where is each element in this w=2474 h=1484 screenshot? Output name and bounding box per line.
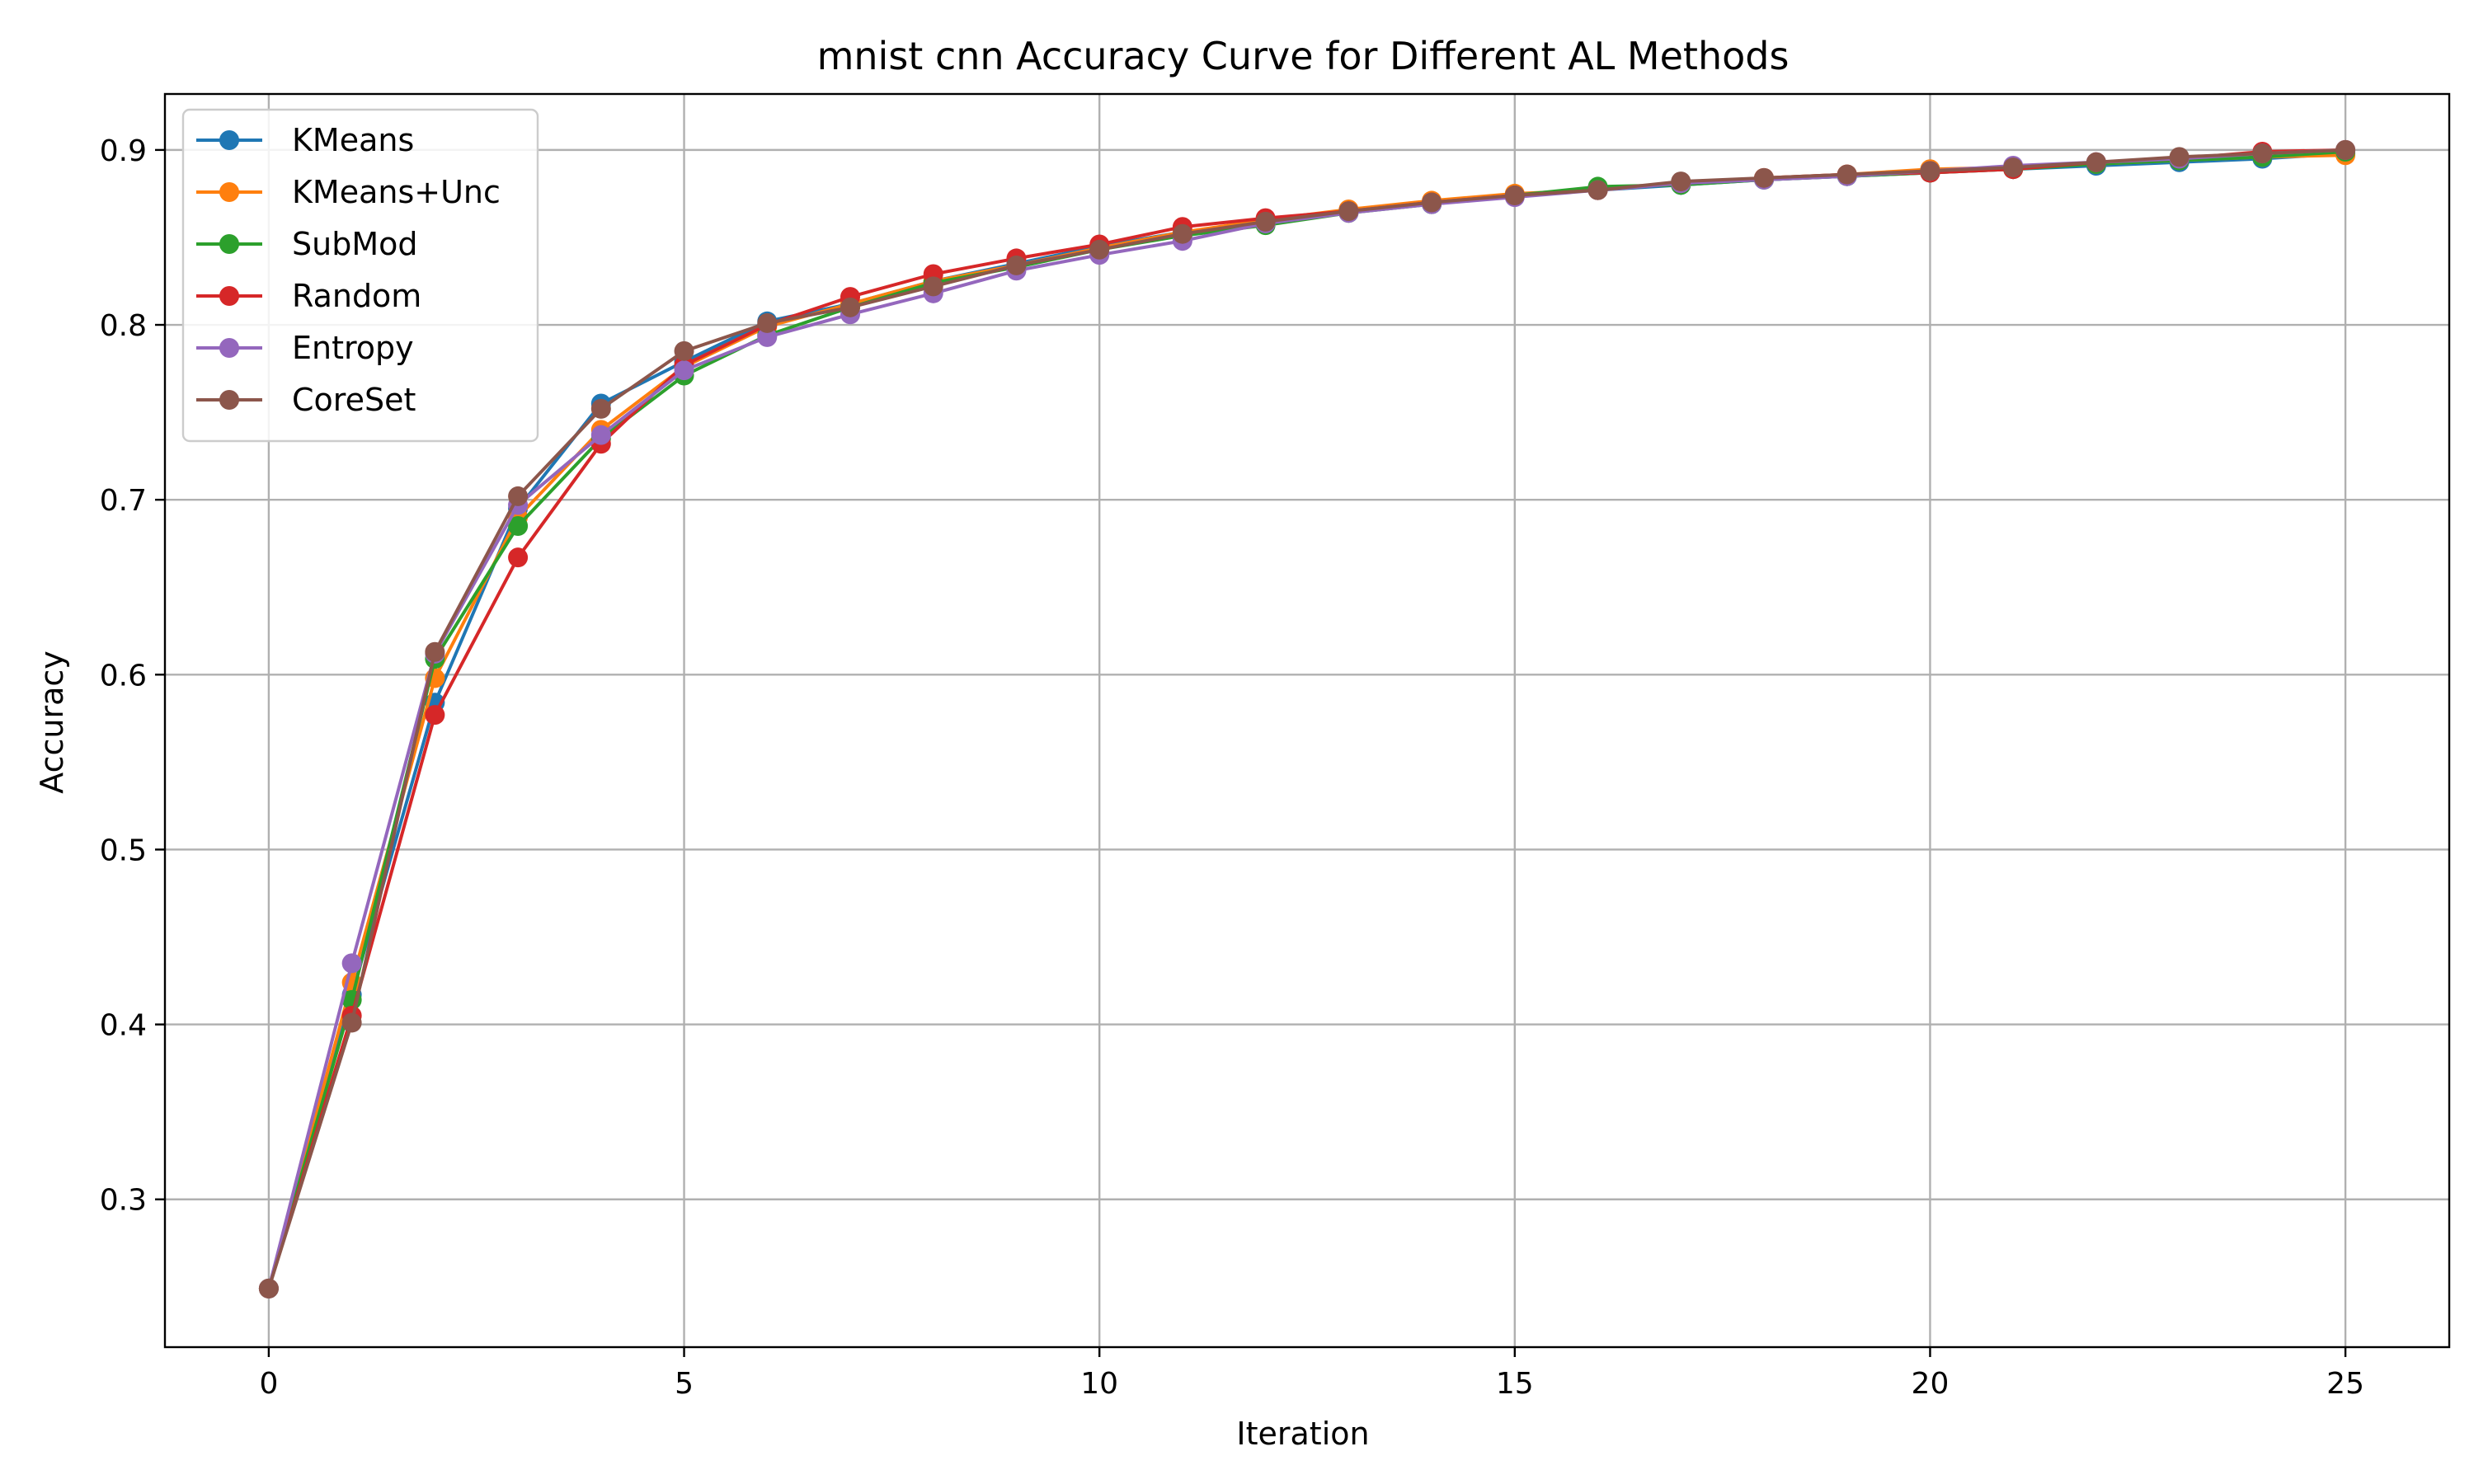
data-point-random <box>425 705 445 726</box>
grid-lines <box>165 94 2449 1347</box>
y-tick-label: 0.9 <box>100 134 147 168</box>
legend-label: CoreSet <box>292 382 416 418</box>
legend-item-submod: SubMod <box>196 226 417 262</box>
data-point-coreset <box>258 1278 279 1298</box>
data-point-entropy <box>590 425 611 445</box>
data-point-coreset <box>2169 147 2189 167</box>
y-tick-label: 0.6 <box>100 659 147 693</box>
data-point-coreset <box>1006 255 1027 275</box>
legend-swatch-marker <box>219 390 239 410</box>
legend-item-kmeans: KMeans <box>196 122 414 158</box>
data-point-coreset <box>2252 143 2273 164</box>
data-point-coreset <box>1837 164 1857 185</box>
series-line-coreset <box>267 148 2346 1289</box>
y-tick-label: 0.3 <box>100 1184 147 1218</box>
data-point-coreset <box>1338 201 1359 222</box>
data-point-coreset <box>1089 239 1110 260</box>
x-tick-label: 5 <box>675 1367 694 1401</box>
series-layer <box>258 139 2356 1298</box>
legend-label: Entropy <box>292 330 414 366</box>
legend-item-coreset: CoreSet <box>196 382 416 418</box>
data-point-entropy <box>757 326 778 347</box>
data-point-coreset <box>1422 192 1442 213</box>
legend-swatch-marker <box>219 286 239 306</box>
data-point-coreset <box>1754 167 1774 188</box>
legend-swatch-marker <box>219 130 239 150</box>
data-point-coreset <box>508 486 529 506</box>
data-point-entropy <box>674 360 694 381</box>
data-point-coreset <box>1504 186 1525 206</box>
y-tick-label: 0.7 <box>100 484 147 518</box>
x-axis-label: Iteration <box>1236 1416 1369 1452</box>
data-point-coreset <box>341 1012 362 1033</box>
data-point-coreset <box>2335 139 2356 160</box>
legend-box <box>181 108 539 443</box>
x-tick-label: 15 <box>1496 1367 1534 1401</box>
legend-swatch-marker <box>219 234 239 254</box>
legend: KMeans KMeans+Unc SubMod Random Entropy CoreS… <box>181 108 539 443</box>
data-point-coreset <box>2086 152 2106 172</box>
legend-item-entropy: Entropy <box>196 330 414 366</box>
y-tick-label: 0.8 <box>100 309 147 343</box>
data-point-coreset <box>590 398 611 419</box>
data-point-random <box>508 547 529 568</box>
data-point-coreset <box>1587 180 1608 200</box>
legend-swatch-marker <box>219 338 239 358</box>
data-point-coreset <box>1255 211 1276 232</box>
data-point-coreset <box>1172 223 1192 244</box>
series-line-random <box>266 148 2346 1289</box>
plot-area-frame <box>163 92 2451 1349</box>
legend-swatch-marker <box>219 182 239 202</box>
x-tick-label: 0 <box>259 1367 278 1401</box>
x-tick-label: 20 <box>1912 1367 1950 1401</box>
legend-label: KMeans <box>292 122 414 158</box>
data-point-submod <box>508 515 529 536</box>
axis-ticks: 0 5 10 15 20 25 0.3 0.4 0.5 0.6 0.7 0.8 0.9 <box>100 134 2364 1401</box>
data-point-coreset <box>757 312 778 333</box>
series-coreset <box>258 139 2356 1298</box>
y-axis-label: Accuracy <box>34 650 70 794</box>
y-tick-label: 0.4 <box>100 1009 147 1043</box>
data-point-coreset <box>840 297 860 317</box>
legend-label: SubMod <box>292 226 417 262</box>
data-point-coreset <box>1671 171 1691 192</box>
data-point-coreset <box>674 340 694 361</box>
x-tick-label: 25 <box>2326 1367 2364 1401</box>
y-tick-label: 0.5 <box>100 834 147 867</box>
legend-label: Random <box>292 278 421 314</box>
data-point-coreset <box>1920 161 1940 181</box>
data-point-coreset <box>2003 157 2024 178</box>
legend-item-kmeans-unc: KMeans+Unc <box>196 174 501 210</box>
legend-label: KMeans+Unc <box>292 174 501 210</box>
data-point-entropy <box>341 953 362 974</box>
x-tick-label: 10 <box>1080 1367 1118 1401</box>
legend-item-random: Random <box>196 278 421 314</box>
data-point-coreset <box>923 276 943 297</box>
chart-title: mnist cnn Accuracy Curve for Different A… <box>817 34 1790 78</box>
data-point-coreset <box>425 641 445 662</box>
